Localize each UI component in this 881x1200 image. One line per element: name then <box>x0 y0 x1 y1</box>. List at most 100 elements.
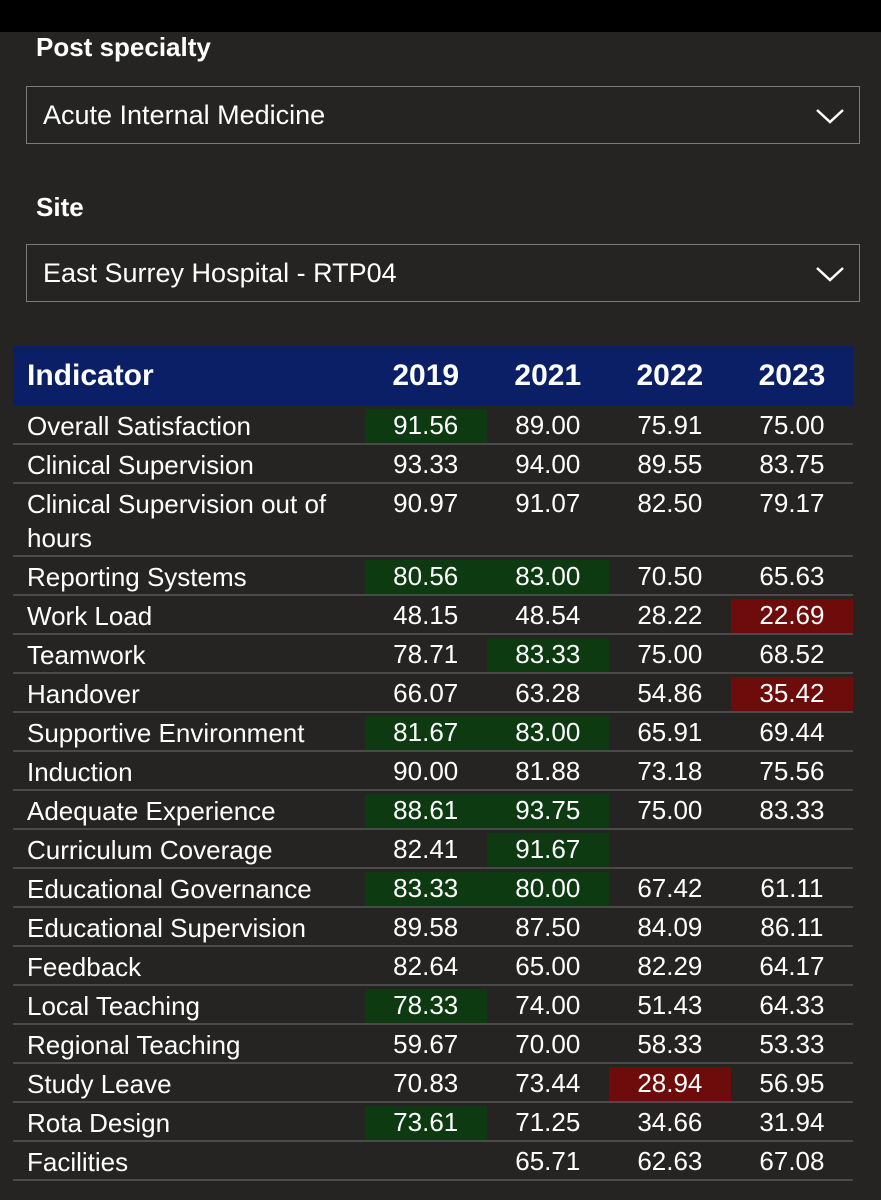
indicator-value: 67.42 <box>608 872 731 908</box>
indicator-value: 89.00 <box>486 409 609 445</box>
table-row: Regional Teaching 59.67 70.00 58.33 53.33 <box>13 1028 853 1064</box>
indicator-value: 65.00 <box>486 950 609 986</box>
table-row: Study Leave 70.83 73.44 28.94 56.95 <box>13 1067 853 1103</box>
post-specialty-value: Acute Internal Medicine <box>43 99 326 130</box>
table-row: Rota Design 73.61 71.25 34.66 31.94 <box>13 1106 853 1142</box>
header-year[interactable]: 2023 <box>730 346 853 406</box>
indicator-name: Adequate Experience <box>13 794 365 830</box>
chevron-down-icon <box>816 267 844 282</box>
indicator-name: Educational Supervision <box>13 911 365 947</box>
indicator-name: Feedback <box>13 950 365 986</box>
indicator-value: 91.07 <box>486 487 609 557</box>
indicator-value: 83.33 <box>364 872 487 908</box>
table-row: Induction 90.00 81.88 73.18 75.56 <box>13 755 853 791</box>
table-row: Educational Supervision 89.58 87.50 84.09 86… <box>13 911 853 947</box>
indicator-value: 93.33 <box>364 448 487 484</box>
table-row: Clinical Supervision out of hours 90.97 91… <box>13 487 853 557</box>
indicator-value: 71.25 <box>486 1106 609 1142</box>
indicator-value <box>730 833 853 869</box>
indicator-name: Handover <box>13 677 365 713</box>
indicator-value: 94.00 <box>486 448 609 484</box>
indicator-value: 87.50 <box>486 911 609 947</box>
indicator-value: 89.55 <box>608 448 731 484</box>
indicator-name: Study Leave <box>13 1067 365 1103</box>
indicator-value: 83.00 <box>486 560 609 596</box>
header-indicator[interactable]: Indicator <box>13 346 365 406</box>
indicator-value: 69.44 <box>730 716 853 752</box>
indicator-value: 90.97 <box>364 487 487 557</box>
indicator-name: Regional Teaching <box>13 1028 365 1064</box>
indicator-name: Clinical Supervision <box>13 448 365 484</box>
indicator-value: 67.08 <box>730 1145 853 1181</box>
indicator-value: 51.43 <box>608 989 731 1025</box>
indicator-name: Teamwork <box>13 638 365 674</box>
indicator-table: Indicator 2019 2021 2022 2023 Overall Sa… <box>13 343 853 1184</box>
table-row: Educational Governance 83.33 80.00 67.42 61.… <box>13 872 853 908</box>
indicator-name: Local Teaching <box>13 989 365 1025</box>
indicator-value: 82.64 <box>364 950 487 986</box>
indicator-name: Supportive Environment <box>13 716 365 752</box>
indicator-value: 82.29 <box>608 950 731 986</box>
indicator-value: 83.33 <box>486 638 609 674</box>
indicator-value: 73.61 <box>364 1106 487 1142</box>
indicator-value: 88.61 <box>364 794 487 830</box>
indicator-value: 59.67 <box>364 1028 487 1064</box>
indicator-value: 83.75 <box>730 448 853 484</box>
header-year[interactable]: 2021 <box>486 346 609 406</box>
indicator-value: 68.52 <box>730 638 853 674</box>
indicator-value: 75.00 <box>730 409 853 445</box>
indicator-value: 82.41 <box>364 833 487 869</box>
indicator-value: 48.54 <box>486 599 609 635</box>
site-value: East Surrey Hospital - RTP04 <box>43 257 397 288</box>
indicator-value: 28.94 <box>608 1067 731 1103</box>
indicator-value: 22.69 <box>730 599 853 635</box>
indicator-value: 64.17 <box>730 950 853 986</box>
indicator-value: 75.00 <box>608 794 731 830</box>
indicator-value: 84.09 <box>608 911 731 947</box>
indicator-value: 35.42 <box>730 677 853 713</box>
indicator-value: 78.33 <box>364 989 487 1025</box>
indicator-name: Educational Governance <box>13 872 365 908</box>
post-specialty-dropdown[interactable]: Acute Internal Medicine <box>26 86 860 144</box>
header-year[interactable]: 2022 <box>608 346 731 406</box>
chevron-down-icon <box>816 109 844 124</box>
table-row: Curriculum Coverage 82.41 91.67 <box>13 833 853 869</box>
indicator-value: 75.00 <box>608 638 731 674</box>
table-row: Adequate Experience 88.61 93.75 75.00 83.33 <box>13 794 853 830</box>
indicator-value: 48.15 <box>364 599 487 635</box>
indicator-name: Clinical Supervision out of hours <box>13 487 365 557</box>
site-dropdown[interactable]: East Surrey Hospital - RTP04 <box>26 244 860 302</box>
indicator-value: 63.28 <box>486 677 609 713</box>
indicator-value: 91.56 <box>364 409 487 445</box>
indicator-value: 83.00 <box>486 716 609 752</box>
table-row: Teamwork 78.71 83.33 75.00 68.52 <box>13 638 853 674</box>
table-row: Feedback 82.64 65.00 82.29 64.17 <box>13 950 853 986</box>
indicator-value: 74.00 <box>486 989 609 1025</box>
indicator-value: 81.88 <box>486 755 609 791</box>
indicator-value: 34.66 <box>608 1106 731 1142</box>
indicator-value: 89.58 <box>364 911 487 947</box>
indicator-value <box>608 833 731 869</box>
indicator-name: Induction <box>13 755 365 791</box>
indicator-name: Reporting Systems <box>13 560 365 596</box>
indicator-value: 80.56 <box>364 560 487 596</box>
header-year[interactable]: 2019 <box>364 346 487 406</box>
indicator-value: 79.17 <box>730 487 853 557</box>
indicator-name: Facilities <box>13 1145 365 1181</box>
indicator-value: 90.00 <box>364 755 487 791</box>
indicator-value: 73.18 <box>608 755 731 791</box>
indicator-value: 70.00 <box>486 1028 609 1064</box>
table-row: Reporting Systems 80.56 83.00 70.50 65.63 <box>13 560 853 596</box>
indicator-value: 65.91 <box>608 716 731 752</box>
indicator-value: 75.56 <box>730 755 853 791</box>
indicator-value: 70.83 <box>364 1067 487 1103</box>
table-header-row: Indicator 2019 2021 2022 2023 <box>13 346 853 406</box>
indicator-value: 64.33 <box>730 989 853 1025</box>
indicator-value: 91.67 <box>486 833 609 869</box>
indicator-value: 28.22 <box>608 599 731 635</box>
indicator-value: 86.11 <box>730 911 853 947</box>
indicator-value: 81.67 <box>364 716 487 752</box>
indicator-value: 58.33 <box>608 1028 731 1064</box>
indicator-name: Overall Satisfaction <box>13 409 365 445</box>
indicator-value: 75.91 <box>608 409 731 445</box>
